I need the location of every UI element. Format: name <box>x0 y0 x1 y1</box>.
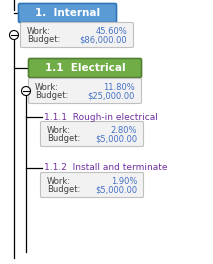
Text: Budget:: Budget: <box>35 91 68 100</box>
Text: 1.1.2  Install and terminate: 1.1.2 Install and terminate <box>44 163 167 172</box>
Text: 11.80%: 11.80% <box>103 83 135 92</box>
FancyBboxPatch shape <box>19 3 117 22</box>
Text: 2.80%: 2.80% <box>111 126 137 135</box>
Text: Work:: Work: <box>47 177 71 186</box>
Circle shape <box>22 87 30 96</box>
Text: Work:: Work: <box>27 27 51 36</box>
FancyBboxPatch shape <box>29 78 141 103</box>
FancyBboxPatch shape <box>40 172 144 197</box>
Text: Work:: Work: <box>35 83 59 92</box>
Text: $5,000.00: $5,000.00 <box>95 134 137 143</box>
Text: 1.1  Electrical: 1.1 Electrical <box>45 63 125 73</box>
Text: 45.60%: 45.60% <box>95 27 127 36</box>
Text: 1.90%: 1.90% <box>111 177 137 186</box>
FancyBboxPatch shape <box>29 59 141 78</box>
Text: Work:: Work: <box>47 126 71 135</box>
Text: $5,000.00: $5,000.00 <box>95 185 137 194</box>
Text: Budget:: Budget: <box>27 35 60 44</box>
Text: Budget:: Budget: <box>47 185 80 194</box>
FancyBboxPatch shape <box>20 22 134 48</box>
Text: 1.1.1  Rough-in electrical: 1.1.1 Rough-in electrical <box>44 112 158 121</box>
Text: $25,000.00: $25,000.00 <box>88 91 135 100</box>
FancyBboxPatch shape <box>40 121 144 147</box>
Text: Budget:: Budget: <box>47 134 80 143</box>
Text: 1.  Internal: 1. Internal <box>35 8 100 18</box>
Circle shape <box>10 31 19 40</box>
Text: $86,000.00: $86,000.00 <box>79 35 127 44</box>
